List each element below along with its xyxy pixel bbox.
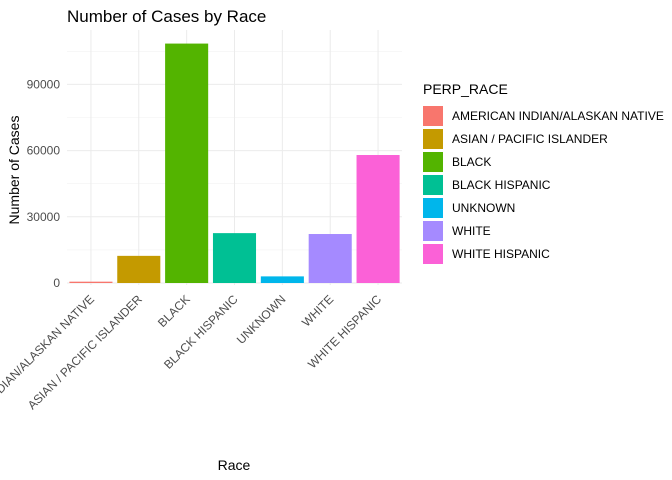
bar (69, 281, 113, 283)
y-axis-title: Number of Cases (6, 116, 22, 225)
legend-key (423, 244, 443, 264)
y-tick-label: 30000 (27, 210, 61, 224)
bar (212, 233, 257, 283)
bar (308, 234, 352, 283)
chart-title: Number of Cases by Race (67, 7, 266, 26)
legend: PERP_RACE AMERICAN INDIAN/ALASKAN NATIVE… (423, 81, 664, 264)
bar (260, 276, 304, 283)
bars (69, 43, 400, 284)
x-tick-label: BLACK (155, 292, 193, 330)
legend-key (423, 198, 443, 218)
y-tick-label: 0 (53, 276, 60, 290)
legend-label: ASIAN / PACIFIC ISLANDER (452, 132, 608, 146)
legend-label: WHITE (452, 224, 491, 238)
legend-items: AMERICAN INDIAN/ALASKAN NATIVE ASIAN / PA… (423, 106, 664, 264)
legend-label: AMERICAN INDIAN/ALASKAN NATIVE (452, 109, 664, 123)
x-axis-title: Race (218, 457, 251, 473)
legend-key (423, 106, 443, 126)
legend-label: WHITE HISPANIC (452, 247, 550, 261)
y-axis-ticks: 0 30000 60000 90000 (27, 77, 61, 290)
y-tick-label: 90000 (27, 77, 61, 91)
legend-label: UNKNOWN (452, 201, 515, 215)
x-tick-label: AMERICAN INDIAN/ALASKAN NATIVE (0, 292, 97, 452)
bar (165, 43, 209, 284)
legend-title: PERP_RACE (423, 81, 508, 97)
legend-key (423, 175, 443, 195)
legend-key (423, 152, 443, 172)
bar (356, 155, 400, 283)
legend-label: BLACK (452, 155, 491, 169)
legend-key (423, 129, 443, 149)
x-tick-label: WHITE (299, 292, 336, 329)
legend-label: BLACK HISPANIC (452, 178, 551, 192)
bar (117, 255, 161, 283)
y-tick-label: 60000 (27, 144, 61, 158)
legend-key (423, 221, 443, 241)
x-tick-label: UNKNOWN (234, 292, 289, 347)
